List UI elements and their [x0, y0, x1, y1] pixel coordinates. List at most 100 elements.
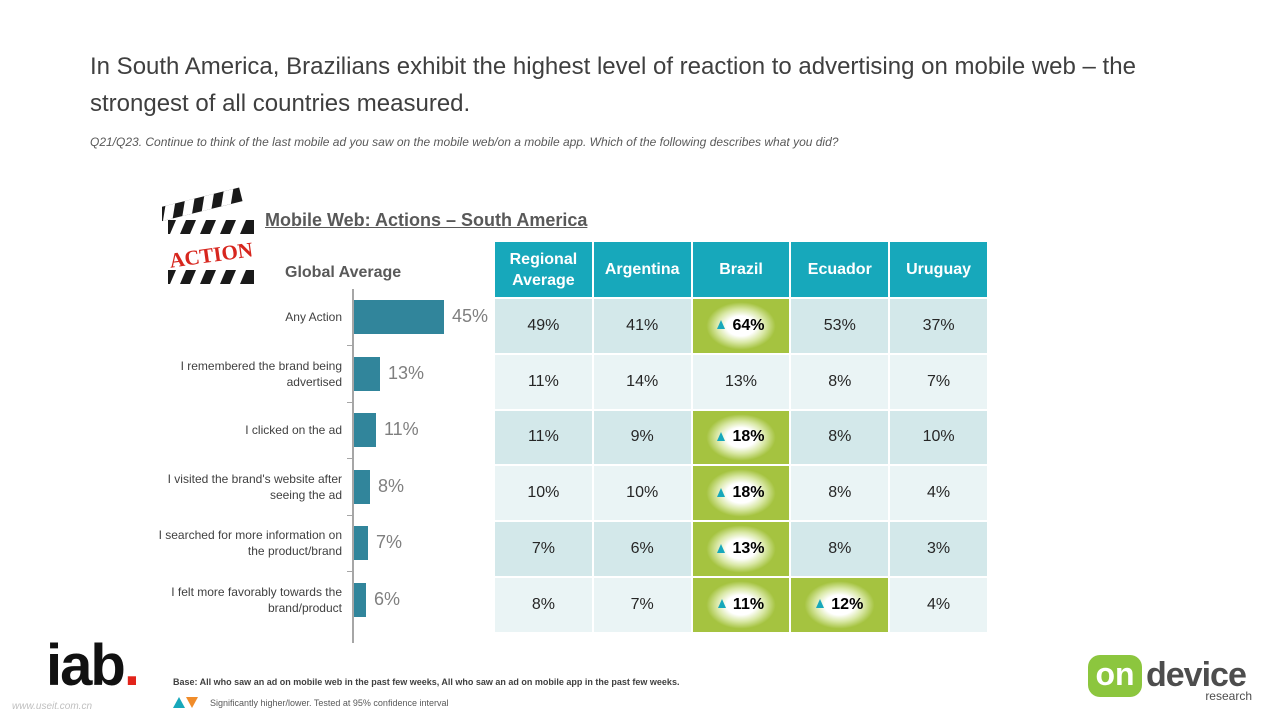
table-cell: 4% [890, 466, 987, 521]
bar-category-label: I searched for more information on the p… [158, 528, 342, 558]
iab-logo: iab. [46, 633, 140, 698]
table-column-header: Argentina [593, 242, 691, 297]
table-cell-value: 6% [630, 540, 654, 558]
table-cell-value: 8% [828, 540, 852, 558]
table-cell-value: 18% [732, 484, 765, 502]
table-cell: 9% [593, 410, 691, 465]
watermark: www.useit.com.cn [12, 701, 93, 712]
table-cell-value: 53% [823, 316, 856, 334]
global-average-bar [354, 356, 380, 391]
table-cell: 6% [593, 522, 691, 576]
bar-value-label: 8% [378, 475, 405, 496]
ondevice-research-logo: on device research [1088, 655, 1254, 705]
table-cell-value: 9% [630, 428, 654, 446]
table-cell: 12% [791, 578, 889, 632]
global-average-bar [354, 300, 444, 334]
table-cell-value: 8% [828, 372, 852, 390]
table-cell-value: 18% [732, 428, 765, 446]
table-cell-value: 12% [831, 595, 864, 613]
iab-logo-text: iab [46, 633, 126, 698]
table-cell-value: 11% [527, 428, 559, 446]
global-average-bar [354, 526, 368, 560]
iab-logo-dot: . [123, 633, 140, 698]
global-average-heading: Global Average [285, 264, 402, 281]
table-cell-value: 8% [828, 428, 852, 446]
table-cell: 10% [890, 410, 987, 465]
significance-legend: Significantly higher/lower. Tested at 95… [173, 697, 448, 708]
bar-category-label: Any Action [285, 310, 342, 324]
bar-axis-tick [347, 571, 353, 572]
table-column-header: Regional Average [495, 242, 592, 297]
chart-title: Mobile Web: Actions – South America [265, 210, 588, 230]
table-cell-value: 4% [927, 484, 951, 502]
table-cell: 64% [692, 299, 790, 353]
significant-higher-icon [717, 599, 726, 609]
table-cell-value: 13% [724, 372, 757, 390]
table-cell-value: 10% [626, 484, 659, 502]
table-cell: 7% [593, 578, 691, 632]
table-cell: 49% [495, 299, 592, 353]
table-cell: 7% [890, 354, 987, 409]
table-cell-value: 41% [626, 316, 659, 334]
significant-higher-icon [717, 431, 726, 441]
page-title: In South America, Brazilians exhibit the… [90, 53, 1136, 117]
table-cell-value: 64% [732, 316, 765, 334]
table-cell: 37% [890, 299, 987, 353]
table-cell-value: 11% [732, 595, 765, 613]
table-cell-value: 37% [922, 316, 955, 334]
table-cell: 53% [791, 299, 889, 353]
table-cell-value: 8% [531, 595, 555, 613]
table-cell: 13% [692, 522, 790, 576]
table-cell: 11% [495, 354, 592, 409]
action-logo-text: ACTION [168, 237, 255, 272]
global-average-bar [354, 582, 366, 617]
table-cell: 18% [692, 410, 790, 465]
bar-value-label: 7% [376, 532, 403, 552]
table-cell: 10% [593, 466, 691, 521]
table-cell: 14% [593, 354, 691, 409]
bar-axis-tick [347, 401, 353, 403]
base-note: Base: All who saw an ad on mobile web in… [173, 677, 680, 687]
table-cell-value: 7% [531, 540, 555, 558]
action-clapperboard-icon: ACTION [162, 187, 255, 284]
table-cell-value: 14% [626, 372, 659, 390]
table-cell-value: 4% [927, 595, 951, 613]
table-cell: 8% [791, 522, 889, 576]
table-cell: 4% [890, 578, 987, 632]
table-cell: 7% [495, 522, 592, 576]
bar-chart-axis [352, 289, 354, 643]
significantly-lower-icon [186, 697, 198, 708]
global-average-bar [354, 469, 370, 504]
legend-text: Significantly higher/lower. Tested at 95… [210, 697, 449, 708]
table-cell: 18% [692, 466, 790, 521]
table-cell-value: 49% [527, 316, 560, 334]
bar-category-label: I remembered the brand being advertised [180, 358, 342, 389]
bar-axis-tick [347, 345, 353, 346]
table-cell: 11% [495, 410, 592, 465]
bar-value-label: 13% [388, 362, 425, 383]
table-cell-value: 10% [922, 428, 955, 446]
table-cell-value: 13% [732, 540, 765, 558]
table-cell: 8% [791, 354, 889, 409]
table-cell-value: 10% [527, 484, 560, 502]
table-cell: 13% [692, 354, 790, 409]
bar-category-label: I visited the brand's website after seei… [167, 471, 342, 502]
table-cell: 8% [495, 578, 592, 632]
significant-higher-icon [717, 487, 726, 497]
significant-higher-icon [717, 543, 726, 553]
table-cell: 8% [791, 410, 889, 465]
table-cell-value: 11% [527, 372, 559, 390]
bar-axis-tick [347, 458, 353, 459]
bar-value-label: 45% [452, 306, 489, 326]
significant-higher-icon [816, 599, 825, 609]
significantly-higher-icon [173, 697, 185, 708]
ondevice-logo-research: research [1205, 689, 1252, 703]
survey-question: Q21/Q23. Continue to think of the last m… [90, 135, 839, 149]
significant-higher-icon [717, 320, 726, 330]
table-cell-value: 3% [927, 540, 951, 558]
ondevice-logo-device: device [1146, 656, 1247, 694]
table-cell: 41% [593, 299, 691, 353]
bar-value-label: 6% [374, 588, 401, 609]
ondevice-logo-on: on [1088, 655, 1142, 697]
table-cell: 8% [791, 466, 889, 521]
